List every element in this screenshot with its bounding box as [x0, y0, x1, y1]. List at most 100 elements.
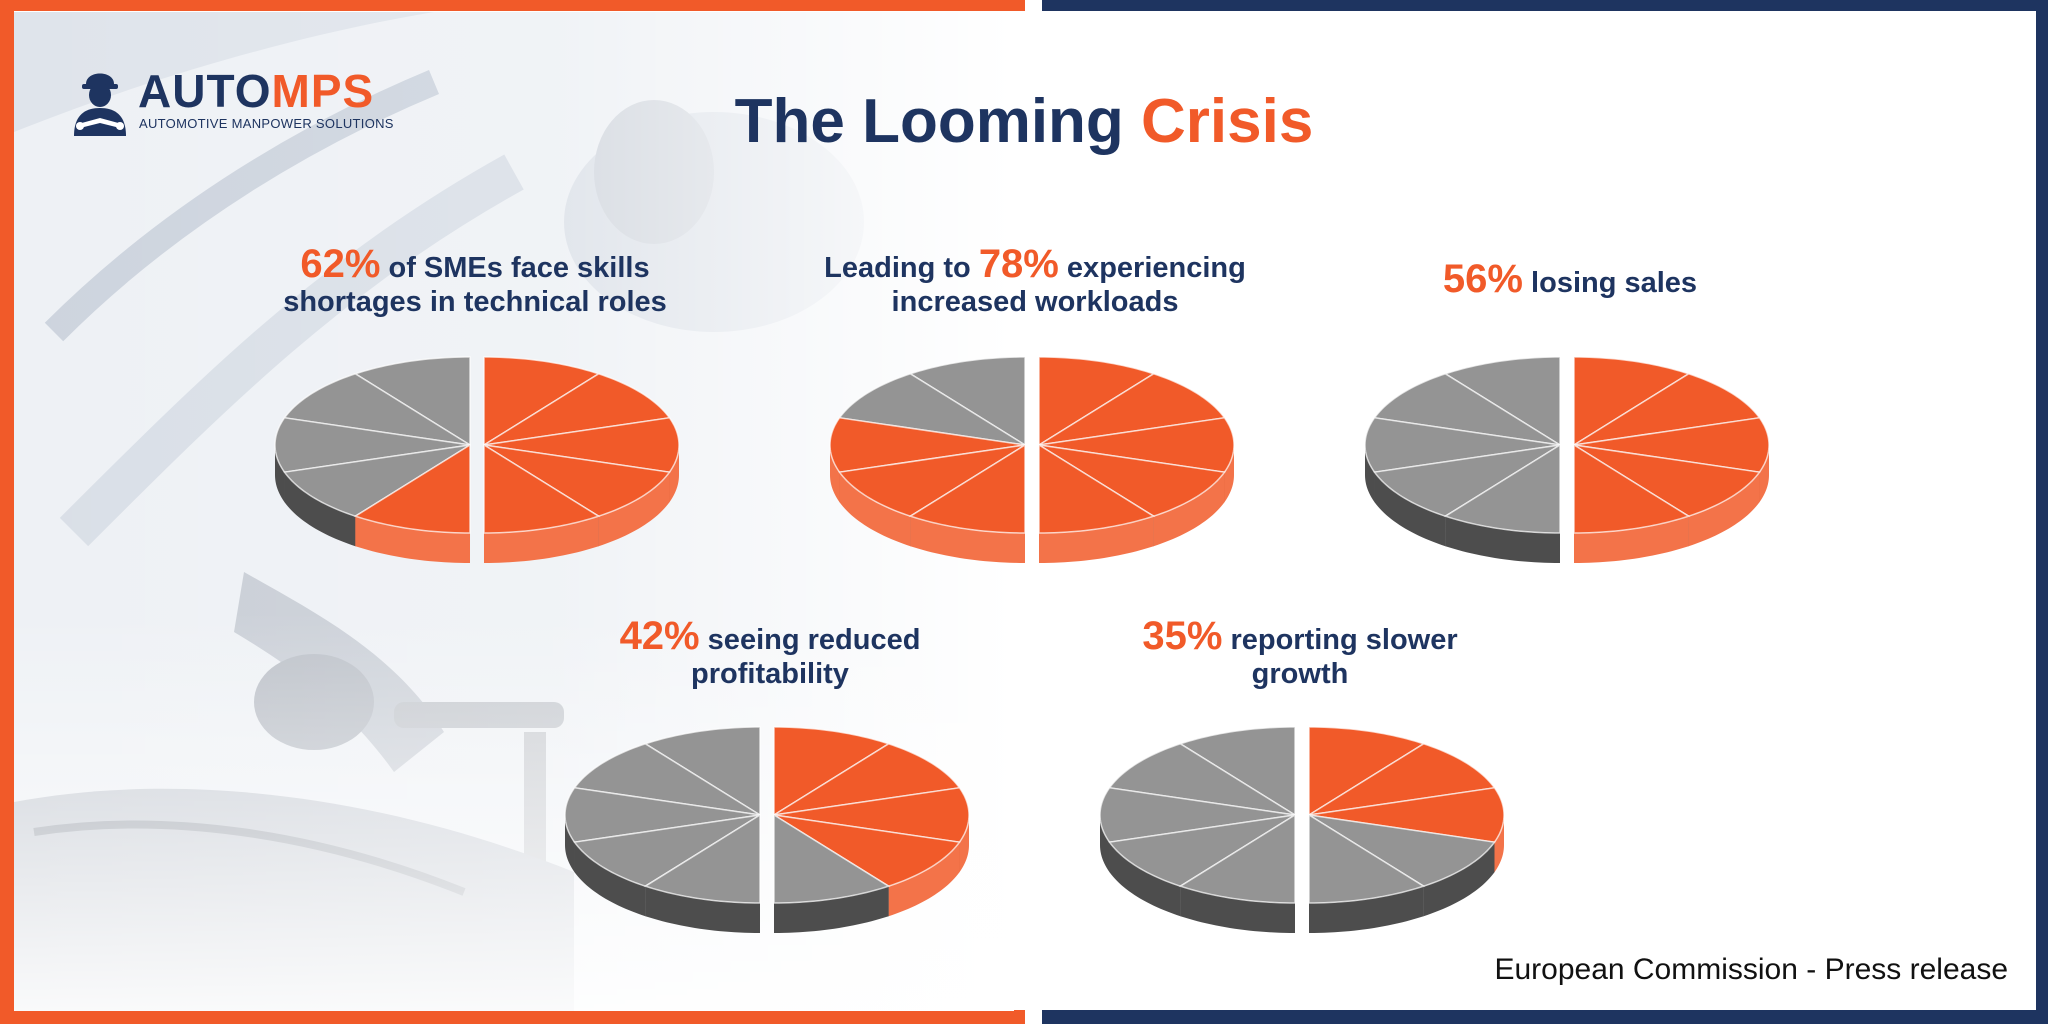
pie-segment-top [908, 356, 1026, 447]
pie-segment-top [1573, 444, 1761, 518]
pie-segment-top [1573, 443, 1691, 534]
pie-segment [1308, 813, 1426, 933]
frame-left-bar [0, 0, 14, 1024]
pie-segment-top [1178, 813, 1296, 904]
logo-tagline: AUTOMOTIVE MANPOWER SOLUTIONS [139, 116, 394, 131]
pie-segment-wall [484, 516, 599, 563]
frame-right-bar [2036, 0, 2048, 1024]
stat-line2: shortages in technical roles [283, 286, 667, 318]
frame-bottom-right-bar [1042, 1010, 2048, 1024]
pie-segment [908, 443, 1026, 563]
pie-segment-top [1573, 416, 1770, 474]
stat-value-label: 35% [1142, 614, 1223, 658]
stat-title-5: 35% reporting slower growth [1050, 616, 1550, 691]
pie-segment-top [643, 813, 761, 904]
pie-segment-wall [1039, 516, 1154, 563]
pie-segment-top [283, 372, 471, 446]
pie-segment-wall [774, 886, 889, 933]
pie-segment-top [829, 416, 1026, 474]
pie-chart-1 [274, 356, 680, 563]
stat-suffix: of SMEs face skills [380, 252, 650, 284]
logo-word-right: MPS [271, 65, 375, 117]
stat-suffix: experiencing [1058, 252, 1246, 284]
pie-segment-top [1108, 814, 1296, 888]
pie-segment-top [1308, 742, 1496, 816]
title-part2: Crisis [1141, 87, 1314, 156]
pie-segment-top [773, 814, 961, 888]
pie-segment-top [773, 742, 961, 816]
pie-segment-top [1178, 726, 1296, 817]
stat-title-3: 56% losing sales [1320, 259, 1820, 300]
frame-top-right-bar [1042, 0, 2048, 11]
stat-prefix: Leading to [824, 252, 979, 284]
pie-segment-top [1038, 356, 1156, 447]
pie-segment-wall [1309, 886, 1424, 933]
pie-segment [1443, 443, 1561, 563]
stat-suffix: reporting slower [1222, 624, 1458, 656]
stat-line2: profitability [691, 658, 849, 690]
title-part1: The Looming [734, 87, 1124, 156]
mechanic-icon [74, 73, 126, 136]
pie-segment-top [483, 356, 601, 447]
pie-segment-top [1308, 786, 1505, 844]
pie-segment-top [1038, 444, 1226, 518]
pie-segment-top [1573, 356, 1691, 447]
pie-segment-top [1308, 813, 1426, 904]
pie-segment-top [908, 443, 1026, 534]
pie-segment-top [483, 444, 671, 518]
pie-segment-wall [910, 516, 1025, 563]
pie-segment-top [353, 443, 471, 534]
pie-segment-top [1373, 372, 1561, 446]
pie-segment-top [353, 356, 471, 447]
logo-word-left: AUTO [138, 65, 272, 117]
pie-segment-top [483, 443, 601, 534]
background-photo [14, 12, 1014, 1011]
logo-wordmark: AUTOMPS [138, 68, 374, 114]
stat-value-label: 78% [978, 242, 1059, 286]
pie-chart-2 [829, 356, 1235, 563]
pie-segment [1178, 813, 1296, 933]
pie-segment-top [643, 726, 761, 817]
pie-segment-top [1373, 444, 1561, 518]
page-title: The Looming Crisis [0, 82, 2048, 162]
pie-segment-top [1308, 726, 1426, 817]
pie-segment-wall [1574, 516, 1689, 563]
pie-segment [773, 813, 891, 933]
pie-segment-top [283, 444, 471, 518]
pie-segment-top [838, 372, 1026, 446]
pie-segment-top [838, 444, 1026, 518]
stat-suffix: losing sales [1522, 267, 1698, 299]
stat-value-label: 62% [300, 242, 381, 286]
pie-segment-top [773, 786, 970, 844]
pie-segment [1573, 443, 1691, 563]
pie-segment-top [1038, 372, 1226, 446]
pie-segment-top [1108, 742, 1296, 816]
frame-top-left-bar [0, 0, 1025, 11]
stat-value-label: 42% [619, 614, 700, 658]
pie-segment-top [1364, 416, 1561, 474]
pie-segment-wall [1445, 516, 1560, 563]
pie-segment-top [483, 416, 680, 474]
pie-segment-top [1443, 356, 1561, 447]
stat-title-1: 62% of SMEs face skills shortages in tec… [225, 244, 725, 319]
pie-segment-top [274, 416, 471, 474]
frame-bottom-left-bar [0, 1010, 1025, 1024]
pie-segment-top [1099, 786, 1296, 844]
pie-segment-top [573, 742, 761, 816]
pie-segment-wall [1180, 886, 1295, 933]
pie-segment-top [1038, 443, 1156, 534]
source-citation: European Commission - Press release [1494, 953, 2008, 986]
stat-line2: growth [1251, 658, 1349, 690]
pie-segment-top [564, 786, 761, 844]
pie-segment-top [773, 813, 891, 904]
pie-segment-wall [645, 886, 760, 933]
pie-segment-top [1038, 416, 1235, 474]
pie-chart-5 [1099, 726, 1505, 933]
pie-segment-top [1573, 372, 1761, 446]
pie-chart-3 [1364, 356, 1770, 563]
pie-segment [353, 443, 471, 563]
pie-segment-top [573, 814, 761, 888]
stat-title-2: Leading to 78% experiencing increased wo… [760, 244, 1310, 319]
pie-segment [643, 813, 761, 933]
pie-segment-top [773, 726, 891, 817]
